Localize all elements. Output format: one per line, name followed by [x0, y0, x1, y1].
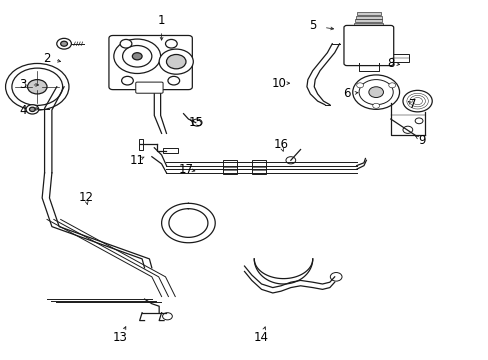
Text: 2: 2 [43, 51, 51, 64]
Bar [251, 160, 266, 174]
Bar [356, 12, 380, 15]
Circle shape [132, 53, 142, 60]
Circle shape [61, 41, 67, 46]
Circle shape [159, 49, 193, 74]
Bar [139, 139, 142, 149]
Circle shape [192, 119, 202, 126]
Text: 6: 6 [343, 87, 350, 100]
Bar [352, 27, 384, 30]
Text: 9: 9 [418, 134, 426, 147]
Text: 13: 13 [113, 331, 127, 344]
Bar [354, 19, 382, 22]
Circle shape [402, 126, 412, 134]
Circle shape [368, 87, 383, 98]
Circle shape [5, 63, 69, 110]
Text: 3: 3 [19, 78, 26, 91]
Text: 4: 4 [19, 104, 26, 117]
Text: 5: 5 [308, 19, 316, 32]
Circle shape [388, 83, 395, 88]
Circle shape [167, 76, 179, 85]
FancyBboxPatch shape [109, 36, 192, 90]
Bar [163, 148, 177, 153]
Bar [353, 23, 383, 26]
Text: 8: 8 [386, 57, 394, 70]
Circle shape [166, 54, 185, 69]
Circle shape [114, 39, 160, 73]
Bar [355, 16, 381, 19]
Circle shape [26, 105, 39, 114]
Text: 1: 1 [158, 14, 165, 27]
Circle shape [122, 45, 152, 67]
Circle shape [414, 118, 422, 124]
Circle shape [409, 95, 425, 107]
Text: 14: 14 [254, 330, 268, 343]
Circle shape [12, 68, 62, 105]
FancyBboxPatch shape [136, 82, 163, 93]
Text: 7: 7 [408, 98, 416, 111]
Text: 17: 17 [178, 163, 193, 176]
Circle shape [285, 157, 295, 164]
Circle shape [406, 93, 427, 109]
Circle shape [372, 103, 379, 108]
Bar [222, 160, 237, 174]
Circle shape [359, 39, 377, 52]
Circle shape [120, 40, 132, 48]
Circle shape [358, 80, 392, 105]
Text: 16: 16 [273, 138, 288, 151]
Circle shape [352, 75, 399, 109]
Circle shape [356, 83, 363, 88]
Circle shape [330, 273, 341, 281]
Text: 15: 15 [188, 116, 203, 129]
Bar [391, 54, 408, 62]
Circle shape [353, 35, 383, 56]
Circle shape [27, 80, 47, 94]
Circle shape [29, 107, 35, 112]
FancyBboxPatch shape [343, 26, 393, 66]
Circle shape [122, 76, 133, 85]
Circle shape [402, 90, 431, 112]
Text: 12: 12 [79, 192, 93, 204]
Circle shape [165, 40, 177, 48]
Text: 10: 10 [271, 77, 285, 90]
Circle shape [412, 98, 422, 105]
Text: 11: 11 [129, 154, 144, 167]
Circle shape [57, 39, 71, 49]
Circle shape [162, 313, 172, 320]
